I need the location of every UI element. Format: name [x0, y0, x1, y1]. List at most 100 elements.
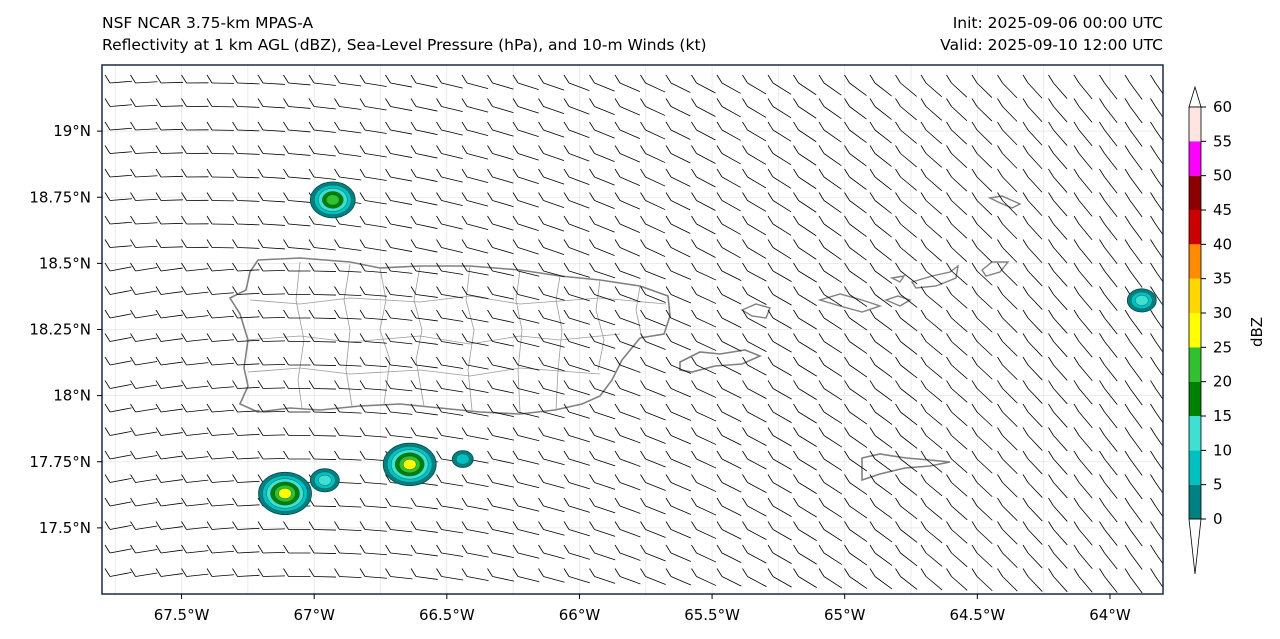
wind-barb-flag	[844, 356, 850, 366]
wind-barb-shaft	[135, 267, 158, 272]
wind-barb-shaft	[237, 433, 260, 436]
wind-barb-flag	[436, 427, 442, 436]
wind-barb-flag	[767, 497, 774, 507]
wind-barb-flag	[997, 497, 1003, 507]
wind-barb-shaft	[543, 552, 565, 560]
wind-barb-shaft	[1027, 176, 1043, 193]
wind-barb-flag	[946, 427, 952, 436]
wind-barb-flag	[130, 168, 136, 178]
wind-barb-shaft	[313, 106, 336, 110]
wind-barb-flag	[461, 356, 468, 366]
wind-barb-flag	[487, 497, 493, 507]
lat-tick-label: 17.75°N	[29, 453, 91, 471]
wind-barb-shaft	[721, 294, 742, 305]
wind-barb-flag	[104, 121, 111, 131]
wind-barb-flag	[742, 215, 748, 225]
wind-barb-flag	[538, 521, 544, 530]
wind-barb-flag	[869, 192, 876, 201]
wind-barb-shaft	[313, 435, 337, 437]
wind-barb-shaft	[441, 435, 464, 440]
wind-barb-flag	[385, 286, 391, 295]
wind-barb-flag	[104, 333, 111, 342]
wind-barb-flag	[767, 286, 774, 295]
wind-barb-shaft	[160, 128, 183, 131]
wind-barb-shaft	[517, 552, 540, 559]
wind-barb-shaft	[849, 411, 868, 425]
wind-barb-shaft	[441, 106, 463, 112]
wind-barb-flag	[232, 239, 238, 248]
wind-barb-flag	[1073, 309, 1080, 319]
wind-barb-shaft	[849, 576, 868, 589]
wind-barb-flag	[997, 309, 1003, 319]
wind-barb-flag	[589, 239, 595, 248]
wind-barb-flag	[920, 98, 927, 107]
wind-barb-flag	[920, 239, 927, 248]
wind-barb-flag	[1073, 356, 1080, 366]
wind-barb-flag	[1073, 521, 1080, 530]
wind-barb-flag	[1124, 262, 1131, 272]
wind-barb-shaft	[925, 317, 943, 332]
wind-barb-flag	[334, 568, 340, 577]
wind-barb-flag	[997, 262, 1003, 272]
wind-barb-shaft	[135, 128, 158, 131]
wind-barb-shaft	[1027, 576, 1043, 592]
wind-barb-shaft	[211, 480, 234, 483]
wind-barb-shaft	[109, 336, 132, 342]
wind-barb-flag	[512, 74, 519, 84]
wind-barb-flag	[334, 309, 340, 319]
wind-barb-shaft	[900, 505, 918, 520]
wind-barb-shaft	[696, 411, 717, 422]
wind-barb-shaft	[364, 200, 387, 205]
wind-barb-shaft	[211, 433, 234, 436]
wind-barb-shaft	[1053, 411, 1068, 428]
wind-barb-flag	[308, 215, 315, 225]
wind-barb-shaft	[160, 526, 183, 530]
wind-barb-shaft	[237, 504, 260, 507]
wind-barb-flag	[257, 427, 264, 436]
wind-barb-shaft	[925, 411, 943, 426]
wind-barb-shaft	[747, 552, 767, 564]
wind-barb-shaft	[976, 270, 993, 286]
wind-barb-shaft	[594, 153, 615, 162]
wind-barb-shaft	[1104, 364, 1118, 382]
wind-barb-flag	[181, 262, 187, 272]
wind-barb-flag	[971, 98, 978, 107]
wind-barb-shaft	[109, 454, 132, 460]
wind-barb-flag	[308, 168, 315, 178]
wind-barb-flag	[232, 215, 238, 225]
wind-barb-flag	[359, 145, 366, 154]
wind-barb-shaft	[874, 505, 893, 519]
wind-barb-shaft	[1002, 552, 1018, 568]
wind-barb-shaft	[1027, 247, 1043, 264]
wind-barb-shaft	[798, 129, 817, 143]
wind-barb-flag	[436, 215, 442, 225]
wind-barb-flag	[1048, 262, 1054, 272]
wind-barb-shaft	[1104, 388, 1118, 405]
wind-barb-shaft	[109, 477, 132, 483]
wind-barb-shaft	[594, 458, 616, 467]
wind-barb-shaft	[1078, 82, 1093, 100]
colorbar-swatch	[1189, 450, 1201, 485]
wind-barb-flag	[614, 98, 621, 107]
wind-barb-flag	[461, 521, 468, 530]
wind-barb-flag	[818, 121, 825, 131]
wind-barb-flag	[793, 192, 799, 201]
wind-barb-flag	[155, 356, 162, 366]
wind-barb-flag	[716, 145, 723, 154]
wind-barb-flag	[614, 168, 621, 178]
wind-barb-flag	[997, 544, 1003, 554]
colorbar-tick-label: 55	[1213, 132, 1232, 150]
wind-barb-shaft	[874, 200, 892, 214]
wind-barb-shaft	[1027, 106, 1043, 123]
wind-barb-shaft	[135, 572, 158, 577]
wind-barb-flag	[410, 98, 417, 107]
wind-barb-shaft	[288, 153, 311, 156]
wind-barb-flag	[767, 74, 774, 84]
wind-barb-flag	[410, 121, 417, 131]
wind-barb-shaft	[1002, 317, 1018, 333]
valid-time: Valid: 2025-09-10 12:00 UTC	[940, 36, 1163, 54]
wind-barb-flag	[130, 239, 136, 248]
wind-barb-shaft	[517, 153, 539, 161]
wind-barb-shaft	[441, 576, 464, 581]
wind-barb-flag	[997, 74, 1003, 84]
